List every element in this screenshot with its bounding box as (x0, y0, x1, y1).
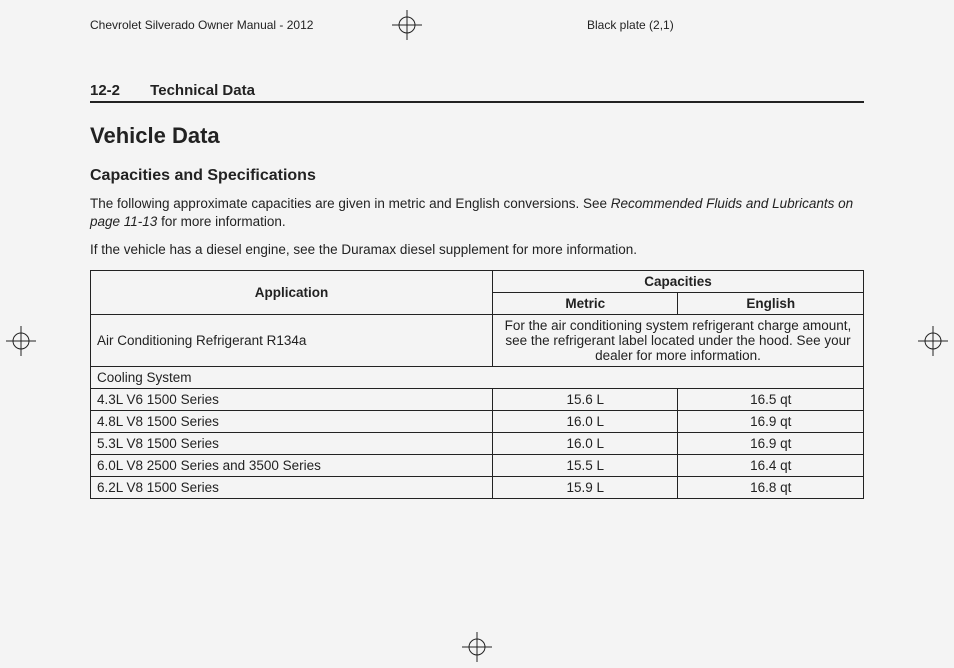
th-metric: Metric (492, 292, 678, 314)
header-right: Black plate (2,1) (447, 18, 864, 32)
intro-paragraph-1: The following approximate capacities are… (90, 195, 864, 231)
capacities-table: Application Capacities Metric English Ai… (90, 270, 864, 499)
th-application: Application (91, 270, 493, 314)
row-metric: 15.6 L (492, 388, 678, 410)
p1-a: The following approximate capacities are… (90, 196, 611, 211)
section-header: 12-2 Technical Data (90, 82, 864, 103)
row-metric: 16.0 L (492, 410, 678, 432)
page-header: Chevrolet Silverado Owner Manual - 2012 … (0, 0, 954, 46)
row-label: 6.2L V8 1500 Series (91, 476, 493, 498)
crop-mark-right (918, 326, 948, 361)
table-row-ac: Air Conditioning Refrigerant R134a For t… (91, 314, 864, 366)
crop-mark-bottom (0, 632, 954, 662)
p1-b: for more information. (157, 214, 285, 229)
crop-mark-left (6, 326, 36, 361)
row-english: 16.5 qt (678, 388, 864, 410)
page-body: 12-2 Technical Data Vehicle Data Capacit… (0, 46, 954, 499)
header-left: Chevrolet Silverado Owner Manual - 2012 (90, 18, 367, 32)
table-row: 5.3L V8 1500 Series 16.0 L 16.9 qt (91, 432, 864, 454)
page-title: Vehicle Data (90, 123, 864, 149)
row-label: 4.3L V6 1500 Series (91, 388, 493, 410)
th-english: English (678, 292, 864, 314)
section-number: 12-2 (90, 82, 146, 99)
table-row: 4.3L V6 1500 Series 15.6 L 16.5 qt (91, 388, 864, 410)
row-label: 4.8L V8 1500 Series (91, 410, 493, 432)
th-capacities: Capacities (492, 270, 863, 292)
table-row: 6.0L V8 2500 Series and 3500 Series 15.5… (91, 454, 864, 476)
row-label: 5.3L V8 1500 Series (91, 432, 493, 454)
ac-note: For the air conditioning system refriger… (492, 314, 863, 366)
row-english: 16.9 qt (678, 410, 864, 432)
row-english: 16.8 qt (678, 476, 864, 498)
section-title: Technical Data (150, 82, 255, 99)
row-metric: 15.9 L (492, 476, 678, 498)
crop-mark-top (367, 10, 447, 40)
table-row: 4.8L V8 1500 Series 16.0 L 16.9 qt (91, 410, 864, 432)
row-metric: 16.0 L (492, 432, 678, 454)
row-english: 16.4 qt (678, 454, 864, 476)
table-row-cooling-header: Cooling System (91, 366, 864, 388)
subsection-title: Capacities and Specifications (90, 167, 864, 185)
intro-paragraph-2: If the vehicle has a diesel engine, see … (90, 241, 864, 259)
row-label: 6.0L V8 2500 Series and 3500 Series (91, 454, 493, 476)
cooling-header: Cooling System (91, 366, 864, 388)
row-metric: 15.5 L (492, 454, 678, 476)
ac-label: Air Conditioning Refrigerant R134a (91, 314, 493, 366)
row-english: 16.9 qt (678, 432, 864, 454)
table-row: 6.2L V8 1500 Series 15.9 L 16.8 qt (91, 476, 864, 498)
